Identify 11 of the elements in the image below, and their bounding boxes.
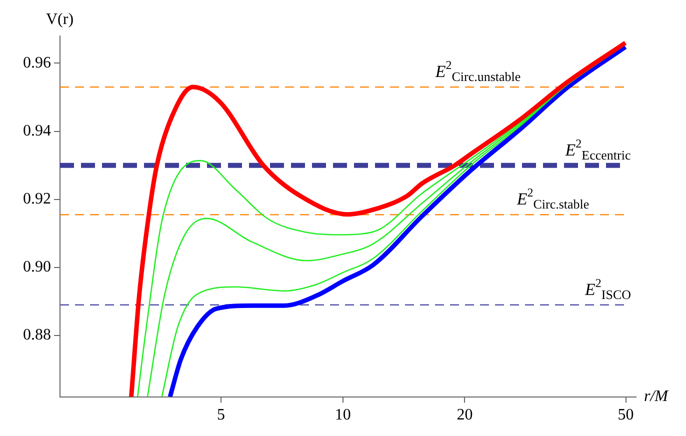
x-tick-label: 10 [334,406,351,424]
y-axis-title: V(r) [46,11,74,28]
x-axis-title: r/M [644,388,670,406]
x-tick-label: 5 [217,406,226,424]
x-tick-label: 20 [456,406,473,424]
y-tick-label: 0.94 [23,122,51,140]
y-tick-label: 0.90 [23,258,51,276]
y-tick-label: 0.88 [23,326,51,344]
y-tick-label: 0.96 [23,54,51,72]
y-tick-label: 0.92 [23,190,51,208]
x-tick-label: 50 [618,406,634,424]
